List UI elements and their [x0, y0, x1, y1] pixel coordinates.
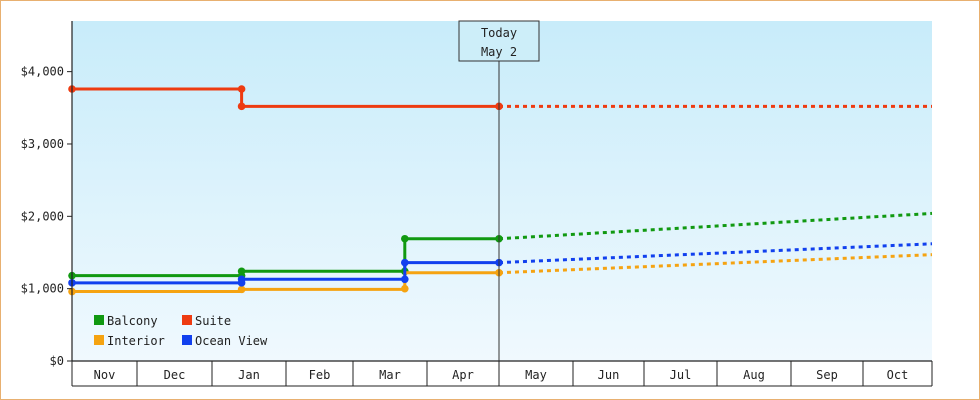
- series-point-interior: [237, 285, 246, 294]
- x-tick-label: Aug: [743, 368, 765, 382]
- x-tick-label: Apr: [452, 368, 474, 382]
- x-tick-label: Oct: [887, 368, 909, 382]
- x-tick-label: Jun: [598, 368, 620, 382]
- legend-swatch: [182, 335, 192, 345]
- y-tick-label: $3,000: [21, 137, 64, 151]
- legend-label: Ocean View: [195, 334, 268, 348]
- x-tick-label: Dec: [164, 368, 186, 382]
- series-point-suite: [237, 102, 246, 111]
- y-tick-label: $0: [50, 354, 64, 368]
- series-forecast-balcony: [498, 211, 933, 241]
- legend-swatch: [94, 335, 104, 345]
- y-tick-label: $1,000: [21, 282, 64, 296]
- x-tick-label: Jan: [238, 368, 260, 382]
- legend-label: Balcony: [107, 314, 158, 328]
- legend-label: Interior: [107, 334, 165, 348]
- today-label: Today: [481, 26, 517, 40]
- x-tick-label: May: [525, 368, 547, 382]
- y-tick-label: $4,000: [21, 65, 64, 79]
- x-tick-label: Nov: [94, 368, 116, 382]
- series-line-balcony: [72, 237, 499, 278]
- legend-swatch: [94, 315, 104, 325]
- today-marker: Today May 2: [458, 20, 540, 361]
- legend: Balcony Suite Interior Ocean View: [94, 314, 268, 348]
- x-tick-label: Feb: [309, 368, 331, 382]
- x-tick-label: Jul: [670, 368, 692, 382]
- series-forecast-interior: [498, 253, 933, 275]
- series-point-interior: [401, 284, 409, 293]
- legend-label: Suite: [195, 314, 231, 328]
- axes-layer: $0 $1,000 $2,000 $3,000 $4,000 Nov Dec Jan Feb Ma…: [21, 21, 933, 387]
- today-date: May 2: [481, 45, 517, 59]
- series-line-suite: [72, 87, 499, 108]
- series-point-ocean-view: [401, 258, 409, 267]
- today-box: [458, 20, 540, 62]
- series-point-ocean-view: [237, 275, 246, 284]
- series-line-interior: [72, 271, 499, 294]
- series-point-balcony: [401, 234, 409, 243]
- y-tick-label: $2,000: [21, 209, 64, 223]
- legend-swatch: [182, 315, 192, 325]
- series-point-suite: [237, 85, 246, 93]
- x-tick-label: Sep: [816, 368, 838, 382]
- series-forecast-ocean-view: [498, 242, 933, 265]
- plot-background: [72, 21, 932, 361]
- x-tick-label: Mar: [379, 368, 401, 382]
- series-line-ocean-view: [72, 261, 499, 285]
- series-point-balcony: [237, 267, 246, 276]
- series-point-ocean-view: [401, 275, 409, 284]
